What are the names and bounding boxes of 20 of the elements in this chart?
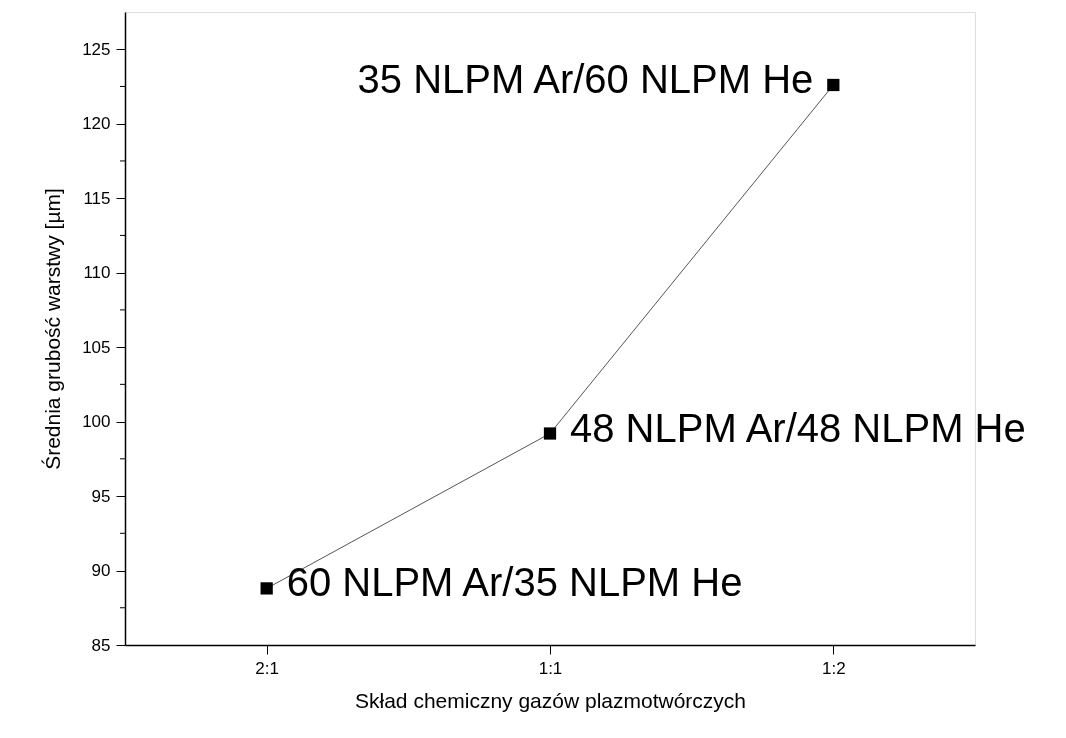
y-tick-label: 95 <box>91 486 111 506</box>
x-axis-title: Skład chemiczny gazów plazmotwórczych <box>355 688 746 712</box>
annotation: 60 NLPM Ar/35 NLPM He <box>286 560 743 605</box>
y-tick-label: 120 <box>82 114 111 134</box>
y-tick-label: 105 <box>82 337 111 357</box>
y-tick-label: 115 <box>83 188 111 208</box>
annotation: 48 NLPM Ar/48 NLPM He <box>570 405 1026 450</box>
y-tick-label: 125 <box>82 39 111 59</box>
point <box>543 427 557 440</box>
y-tick-label: 90 <box>91 561 111 581</box>
x-tick-label: 1:1 <box>538 658 563 678</box>
annotation: 35 NLPM Ar/60 NLPM He <box>357 56 814 101</box>
y-tick-label: 100 <box>82 412 111 432</box>
y-tick-label: 110 <box>83 263 111 283</box>
y-tick-label: 85 <box>91 635 111 655</box>
x-tick-label: 2:1 <box>255 658 279 678</box>
y-axis-title: Średnia grubość warstwy [µm] <box>41 188 65 470</box>
point <box>827 78 840 92</box>
x-tick-label: 1:2 <box>822 658 846 678</box>
point <box>260 582 273 595</box>
